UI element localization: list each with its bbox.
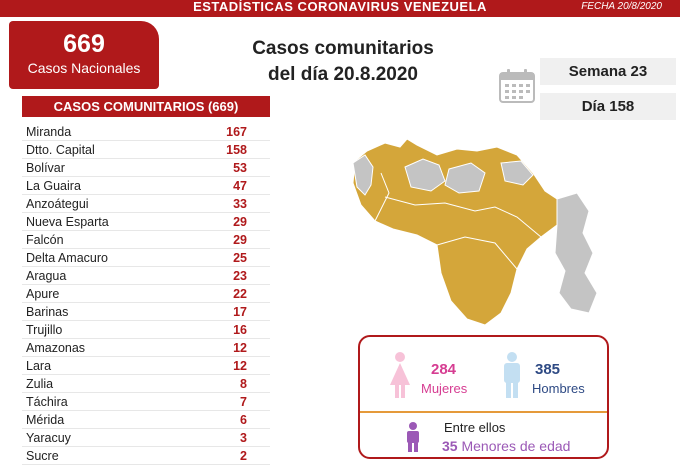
state-name: Bolívar	[26, 161, 65, 175]
week-label: Semana 23	[540, 58, 676, 85]
day-label: Día 158	[540, 93, 676, 120]
state-name: Barinas	[26, 305, 69, 319]
venezuela-map	[352, 138, 598, 326]
community-cases-list: Miranda 167 Dtto. Capital 158 Bolívar 53 La Gu…	[22, 123, 270, 465]
map-region-sucre	[500, 160, 534, 186]
top-banner: ESTADÍSTICAS CORONAVIRUS VENEZUELA FECHA…	[0, 0, 680, 17]
state-name: Anzoátegui	[26, 197, 89, 211]
state-cases: 167	[226, 125, 247, 139]
state-row: La Guaira 47	[22, 177, 270, 195]
headline: Casos comunitarios del día 20.8.2020	[228, 36, 458, 88]
banner-title: ESTADÍSTICAS CORONAVIRUS VENEZUELA	[193, 0, 487, 14]
state-name: Apure	[26, 287, 60, 301]
state-row: Mérida 6	[22, 411, 270, 429]
state-row: Bolívar 53	[22, 159, 270, 177]
headline-line-2: del día 20.8.2020	[268, 64, 418, 85]
state-cases: 29	[233, 215, 247, 229]
map-region-lara	[404, 158, 446, 192]
calendar-icon	[499, 69, 535, 103]
state-row: Miranda 167	[22, 123, 270, 141]
map-region-guayana	[554, 192, 598, 314]
state-cases: 22	[233, 287, 247, 301]
state-cases: 8	[240, 377, 247, 391]
state-cases: 2	[240, 449, 247, 463]
gender-summary-box: 284 Mujeres 385 Hombres Entre ellos 35 M…	[358, 335, 609, 459]
state-name: Miranda	[26, 125, 72, 139]
state-row: Dtto. Capital 158	[22, 141, 270, 159]
state-name: Lara	[26, 359, 52, 373]
men-label: Hombres	[532, 381, 585, 396]
state-cases: 53	[233, 161, 247, 175]
state-name: La Guaira	[26, 179, 81, 193]
state-cases: 7	[240, 395, 247, 409]
minors-count: 35	[442, 438, 458, 454]
state-row: Amazonas 12	[22, 339, 270, 357]
state-row: Apure 22	[22, 285, 270, 303]
state-name: Sucre	[26, 449, 59, 463]
state-name: Dtto. Capital	[26, 143, 95, 157]
national-cases-box: 669 Casos Nacionales	[9, 21, 159, 89]
state-cases: 25	[233, 251, 247, 265]
state-row: Barinas 17	[22, 303, 270, 321]
state-row: Sucre 2	[22, 447, 270, 465]
state-cases: 12	[233, 341, 247, 355]
man-icon	[504, 352, 520, 398]
state-cases: 12	[233, 359, 247, 373]
state-cases: 29	[233, 233, 247, 247]
child-icon	[407, 422, 419, 452]
state-cases: 47	[233, 179, 247, 193]
state-name: Táchira	[26, 395, 68, 409]
state-row: Lara 12	[22, 357, 270, 375]
minors-line: 35 Menores de edad	[442, 438, 570, 454]
state-name: Aragua	[26, 269, 67, 283]
state-name: Nueva Esparta	[26, 215, 109, 229]
state-name: Mérida	[26, 413, 65, 427]
map-region-zulia	[352, 154, 374, 196]
state-name: Falcón	[26, 233, 64, 247]
state-row: Anzoátegui 33	[22, 195, 270, 213]
men-count: 385	[535, 361, 561, 378]
national-cases-label: Casos Nacionales	[27, 60, 141, 76]
state-cases: 23	[233, 269, 247, 283]
state-cases: 16	[233, 323, 247, 337]
state-name: Yaracuy	[26, 431, 71, 445]
state-cases: 33	[233, 197, 247, 211]
state-row: Zulia 8	[22, 375, 270, 393]
box-divider	[360, 411, 607, 413]
state-row: Nueva Esparta 29	[22, 213, 270, 231]
map-region-central	[444, 162, 486, 194]
woman-icon	[390, 352, 410, 398]
state-row: Aragua 23	[22, 267, 270, 285]
state-row: Táchira 7	[22, 393, 270, 411]
banner-date: FECHA 20/8/2020	[581, 1, 662, 12]
national-cases-count: 669	[63, 30, 105, 58]
women-count: 284	[431, 361, 457, 378]
state-cases: 17	[233, 305, 247, 319]
state-name: Trujillo	[26, 323, 63, 337]
state-row: Trujillo 16	[22, 321, 270, 339]
state-cases: 6	[240, 413, 247, 427]
state-row: Delta Amacuro 25	[22, 249, 270, 267]
headline-line-1: Casos comunitarios	[252, 38, 434, 59]
state-cases: 158	[226, 143, 247, 157]
state-cases: 3	[240, 431, 247, 445]
among-them-label: Entre ellos	[444, 420, 506, 435]
state-row: Falcón 29	[22, 231, 270, 249]
state-name: Amazonas	[26, 341, 86, 355]
women-label: Mujeres	[421, 381, 468, 396]
state-row: Yaracuy 3	[22, 429, 270, 447]
minors-label: Menores de edad	[461, 438, 571, 454]
state-name: Zulia	[26, 377, 54, 391]
community-table-header: CASOS COMUNITARIOS (669)	[22, 96, 270, 117]
state-name: Delta Amacuro	[26, 251, 108, 265]
